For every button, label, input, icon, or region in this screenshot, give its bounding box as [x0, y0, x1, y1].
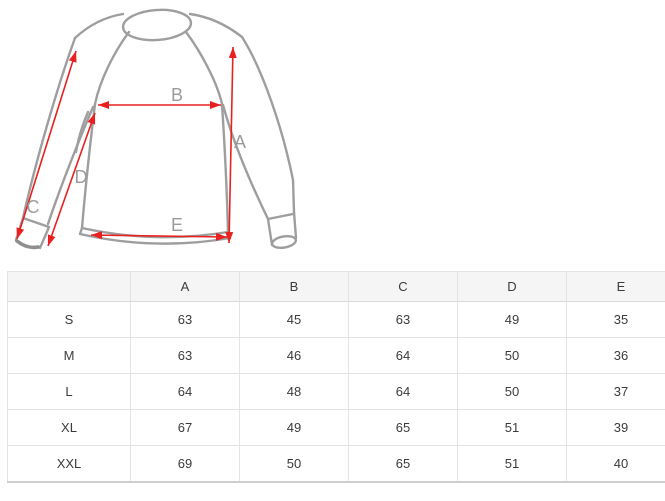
label-b: B — [171, 85, 183, 105]
column-header-d: D — [457, 271, 567, 302]
arrow-a — [225, 46, 237, 244]
value-cell: 39 — [566, 409, 665, 446]
value-cell: 40 — [566, 445, 665, 483]
column-header-e: E — [566, 271, 665, 302]
value-cell: 37 — [566, 373, 665, 410]
right-sleeve-outer — [240, 35, 296, 214]
arrow-c — [16, 50, 77, 240]
column-header-c: C — [348, 271, 458, 302]
value-cell: 50 — [457, 337, 567, 374]
value-cell: 51 — [457, 409, 567, 446]
value-cell: 35 — [566, 301, 665, 338]
value-cell: 64 — [130, 373, 240, 410]
label-e: E — [171, 215, 183, 235]
arrow-d — [47, 112, 96, 247]
value-cell: 45 — [239, 301, 349, 338]
measurement-arrows — [16, 46, 237, 247]
measurement-labels: A B C D E — [27, 85, 247, 235]
value-cell: 50 — [457, 373, 567, 410]
header-row: A B C D E — [7, 271, 665, 302]
value-cell: 48 — [239, 373, 349, 410]
left-cuff-opening — [15, 239, 40, 250]
table-row-l: L 64 48 64 50 37 — [7, 373, 665, 410]
value-cell: 69 — [130, 445, 240, 483]
value-cell: 50 — [239, 445, 349, 483]
table-row-xxl: XXL 69 50 65 51 40 — [7, 445, 665, 483]
value-cell: 64 — [348, 373, 458, 410]
table-row-xl: XL 67 49 65 51 39 — [7, 409, 665, 446]
label-d: D — [75, 167, 88, 187]
table-row-s: S 63 45 63 49 35 — [7, 301, 665, 338]
size-cell: S — [7, 301, 131, 338]
column-header-a: A — [130, 271, 240, 302]
corner-cell — [7, 271, 131, 302]
size-cell: L — [7, 373, 131, 410]
label-c: C — [27, 197, 40, 217]
size-cell: XL — [7, 409, 131, 446]
value-cell: 63 — [130, 301, 240, 338]
collar — [121, 8, 193, 42]
value-cell: 63 — [348, 301, 458, 338]
value-cell: 65 — [348, 409, 458, 446]
sweatshirt-outline — [14, 8, 298, 250]
value-cell: 49 — [239, 409, 349, 446]
value-cell: 63 — [130, 337, 240, 374]
right-cuff — [266, 210, 298, 247]
value-cell: 36 — [566, 337, 665, 374]
right-cuff-opening — [270, 234, 298, 250]
table-row-m: M 63 46 64 50 36 — [7, 337, 665, 374]
right-body-side — [220, 103, 230, 234]
right-raglan-seam — [184, 30, 224, 106]
size-cell: M — [7, 337, 131, 374]
column-header-b: B — [239, 271, 349, 302]
size-cell: XXL — [7, 445, 131, 483]
garment-measurement-diagram: A B C D E — [14, 8, 298, 250]
value-cell: 65 — [348, 445, 458, 483]
right-shoulder-line — [188, 12, 244, 39]
value-cell: 64 — [348, 337, 458, 374]
value-cell: 49 — [457, 301, 567, 338]
value-cell: 51 — [457, 445, 567, 483]
arrow-e — [90, 231, 228, 241]
value-cell: 67 — [130, 409, 240, 446]
label-a: A — [234, 132, 246, 152]
left-raglan-seam — [93, 30, 131, 106]
left-sleeve-inner — [46, 105, 95, 226]
value-cell: 46 — [239, 337, 349, 374]
left-shoulder-line — [73, 12, 125, 40]
size-table: A B C D E S 63 45 63 49 35 M 63 46 64 50… — [7, 271, 665, 483]
